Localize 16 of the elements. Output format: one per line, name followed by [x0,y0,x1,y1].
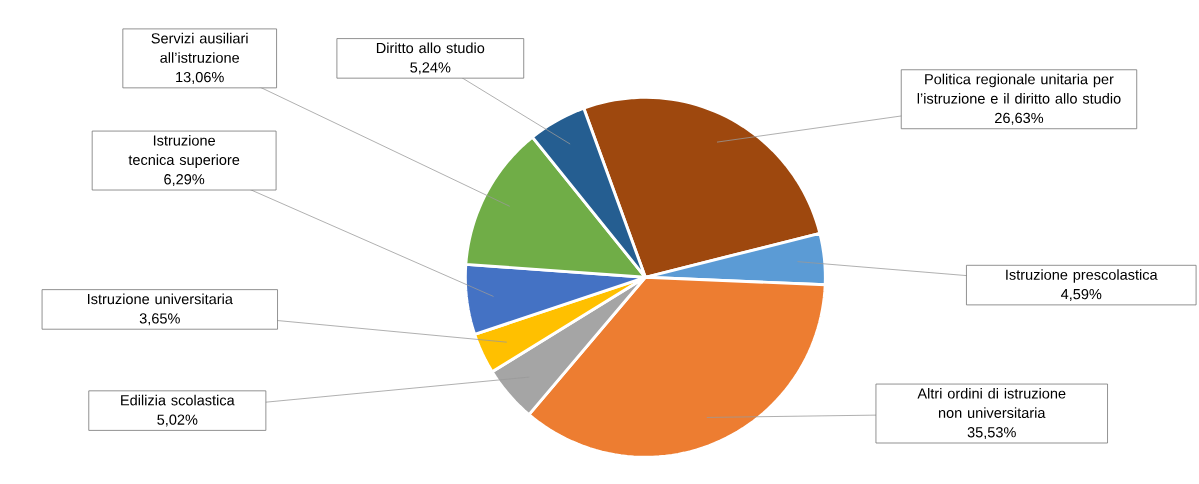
slice-label: Servizi ausiliari all’istruzione [151,32,248,64]
data-label: 13,06% [176,72,224,85]
slice-label: Istruzione universitaria [88,293,233,305]
data-label: 4,59% [1060,289,1102,302]
data-label: 35,53% [967,427,1016,440]
data-label: 5,02% [157,414,198,427]
slice-label: Istruzione tecnica superiore [128,135,240,169]
slice-label: Istruzione prescolastica [1006,269,1158,283]
data-label: 26,63% [995,113,1044,126]
data-label: 3,65% [139,313,180,326]
slice-label: Politica regionale unitaria per l’istruzione e il diritto allo studio [917,73,1121,104]
data-label: 6,29% [164,174,205,187]
slice-label: Diritto allo studio [376,42,485,54]
slice-label: Edilizia scolastica [121,394,235,406]
slice-label: Altri ordini di istruzione non universitaria [917,388,1066,419]
data-label: 5,24% [410,62,451,75]
